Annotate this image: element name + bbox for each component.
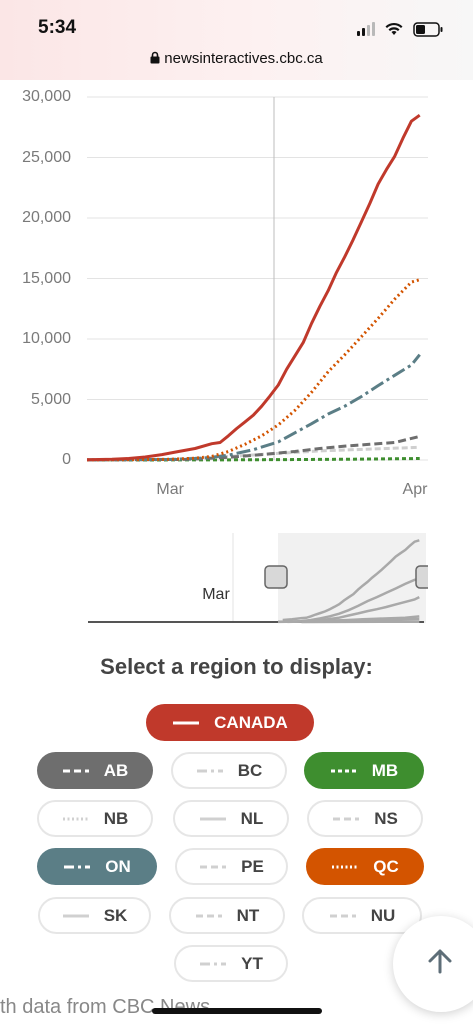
y-tick-label: 20,000 bbox=[22, 209, 71, 226]
region-button-sk[interactable]: SK bbox=[38, 897, 151, 934]
y-tick-label: 25,000 bbox=[22, 148, 71, 166]
region-button-ab[interactable]: AB bbox=[37, 752, 153, 789]
status-time: 5:34 bbox=[38, 17, 77, 38]
y-tick-label: 30,000 bbox=[22, 88, 71, 105]
y-tick-label: 15,000 bbox=[22, 269, 71, 287]
region-button-label: NS bbox=[374, 808, 398, 828]
lock-icon bbox=[150, 51, 160, 64]
region-button-label: NL bbox=[240, 808, 264, 828]
region-button-nl[interactable]: NL bbox=[173, 800, 289, 837]
line-style-icon bbox=[62, 914, 89, 917]
region-button-label: SK bbox=[103, 905, 128, 925]
region-button-label: MB bbox=[371, 760, 399, 780]
region-button-label: PE bbox=[241, 856, 264, 876]
line-style-icon bbox=[64, 865, 91, 868]
region-button-mb[interactable]: MB bbox=[304, 752, 424, 789]
region-button-label: NB bbox=[103, 808, 129, 828]
line-style-icon bbox=[62, 769, 89, 772]
region-selector-title: Select a region to display: bbox=[100, 654, 373, 679]
line-style-icon bbox=[195, 914, 222, 917]
region-button-ns[interactable]: NS bbox=[307, 800, 423, 837]
cases-chart: 30,000 25,000 20,000 15,000 10,000 5,000 0 Mar… bbox=[0, 80, 473, 510]
region-button-label: NU bbox=[370, 905, 396, 925]
line-style-icon bbox=[62, 817, 89, 820]
wifi-icon bbox=[385, 22, 403, 35]
region-button-label: ON bbox=[105, 856, 131, 876]
region-button-label: AB bbox=[103, 760, 129, 780]
range-slider-label: Mar bbox=[202, 586, 230, 603]
region-button-nu[interactable]: NU bbox=[302, 897, 422, 934]
chart-plot bbox=[86, 96, 428, 462]
region-button-nb[interactable]: NB bbox=[37, 800, 153, 837]
region-button-pe[interactable]: PE bbox=[175, 848, 288, 885]
line-style-icon bbox=[332, 865, 359, 868]
battery-icon bbox=[413, 21, 443, 37]
series-line-canada bbox=[86, 113, 421, 462]
home-indicator bbox=[152, 1008, 322, 1014]
line-style-icon bbox=[196, 769, 223, 772]
range-handle-left[interactable] bbox=[264, 565, 288, 589]
range-slider-chart bbox=[88, 533, 428, 624]
line-style-icon bbox=[330, 769, 357, 772]
region-button-yt[interactable]: YT bbox=[174, 945, 288, 982]
y-tick-label: 0 bbox=[62, 451, 71, 468]
status-icons bbox=[357, 20, 443, 38]
line-style-icon bbox=[329, 914, 356, 917]
scroll-top-button[interactable] bbox=[393, 916, 473, 1012]
region-button-label: YT bbox=[241, 953, 263, 973]
region-button-label: CANADA bbox=[214, 712, 288, 732]
y-tick-label: 10,000 bbox=[22, 330, 71, 347]
region-button-canada[interactable]: CANADA bbox=[146, 704, 314, 741]
region-button-label: QC bbox=[373, 856, 399, 876]
x-tick-label: Mar bbox=[156, 481, 184, 498]
range-series-canada bbox=[282, 539, 420, 622]
line-style-icon bbox=[333, 817, 360, 820]
line-style-icon bbox=[199, 817, 226, 820]
line-style-icon bbox=[200, 865, 227, 868]
status-bar: 5:34 newsinteractives.cbc.ca bbox=[0, 0, 473, 80]
region-button-label: NT bbox=[236, 905, 260, 925]
line-style-icon bbox=[200, 962, 227, 965]
y-tick-label: 5,000 bbox=[30, 390, 71, 408]
region-button-qc[interactable]: QC bbox=[306, 848, 424, 885]
series-line-qc bbox=[86, 278, 421, 462]
region-button-bc[interactable]: BC bbox=[171, 752, 287, 789]
series-line-mb bbox=[86, 457, 420, 462]
url-text: newsinteractives.cbc.ca bbox=[164, 50, 323, 67]
range-handle-right[interactable] bbox=[415, 565, 428, 589]
range-slider[interactable]: Mar bbox=[88, 530, 428, 626]
series-line-on bbox=[86, 353, 421, 462]
region-button-nt[interactable]: NT bbox=[169, 897, 285, 934]
url-bar[interactable]: newsinteractives.cbc.ca bbox=[0, 50, 473, 67]
line-style-icon bbox=[173, 721, 200, 724]
region-button-label: BC bbox=[237, 760, 263, 780]
x-tick-label: Apr bbox=[402, 481, 428, 498]
region-button-on[interactable]: ON bbox=[37, 848, 157, 885]
arrow-up-icon bbox=[428, 949, 452, 974]
signal-icon bbox=[357, 22, 375, 36]
